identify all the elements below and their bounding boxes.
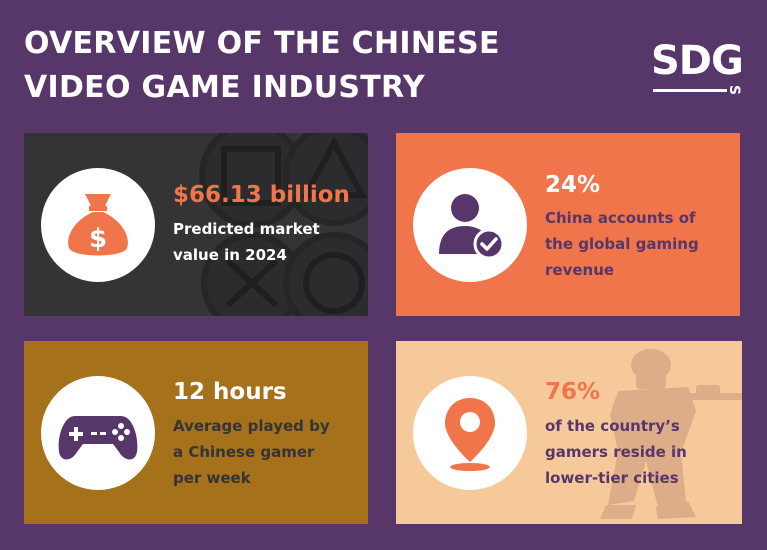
logo-suffix: S bbox=[726, 84, 743, 96]
desc-line: Predicted market bbox=[173, 220, 320, 238]
icon-circle bbox=[413, 168, 527, 282]
icon-circle bbox=[41, 376, 155, 490]
stat-value: 12 hours bbox=[173, 379, 287, 405]
logo-text: SDG bbox=[651, 38, 744, 84]
desc-line: Average played by bbox=[173, 417, 330, 435]
icon-circle bbox=[413, 376, 527, 490]
title-line-2: VIDEO GAME INDUSTRY bbox=[24, 70, 425, 105]
stat-value: $66.13 billion bbox=[173, 182, 350, 208]
sdg-logo: SDG S bbox=[651, 38, 747, 100]
stat-description: Predicted market value in 2024 bbox=[173, 216, 363, 268]
stat-description: China accounts of the global gaming reve… bbox=[545, 205, 735, 283]
desc-line: value in 2024 bbox=[173, 246, 287, 264]
svg-text:$: $ bbox=[89, 224, 107, 254]
title-line-1: OVERVIEW OF THE CHINESE bbox=[24, 26, 500, 61]
desc-line: of the country’s bbox=[545, 417, 680, 435]
soldier-silhouette-decoration bbox=[600, 349, 742, 519]
stat-card-lower-tier-cities: 76% of the country’s gamers reside in lo… bbox=[396, 341, 742, 524]
stat-card-market-value: $ $66.13 billion Predicted market value … bbox=[24, 133, 368, 316]
gamepad-icon bbox=[58, 416, 138, 460]
logo-underline bbox=[653, 89, 727, 92]
desc-line: the global gaming bbox=[545, 235, 699, 253]
desc-line: revenue bbox=[545, 261, 615, 279]
icon-circle: $ bbox=[41, 168, 155, 282]
verified-user-icon bbox=[439, 194, 505, 260]
location-pin-icon bbox=[445, 398, 495, 471]
stat-description: Average played by a Chinese gamer per we… bbox=[173, 413, 363, 491]
desc-line: per week bbox=[173, 469, 251, 487]
desc-line: China accounts of bbox=[545, 209, 696, 227]
stat-value: 76% bbox=[545, 379, 601, 405]
stat-card-weekly-hours: 12 hours Average played by a Chinese gam… bbox=[24, 341, 368, 524]
page-title: OVERVIEW OF THE CHINESE VIDEO GAME INDUS… bbox=[24, 22, 584, 110]
money-bag-icon: $ bbox=[68, 194, 128, 256]
desc-line: a Chinese gamer bbox=[173, 443, 315, 461]
stat-value: 24% bbox=[545, 172, 601, 198]
desc-line: gamers reside in bbox=[545, 443, 687, 461]
desc-line: lower-tier cities bbox=[545, 469, 679, 487]
stat-description: of the country’s gamers reside in lower-… bbox=[545, 413, 735, 491]
playstation-symbols-decoration bbox=[199, 133, 368, 316]
stat-card-global-share: 24% China accounts of the global gaming … bbox=[396, 133, 740, 316]
